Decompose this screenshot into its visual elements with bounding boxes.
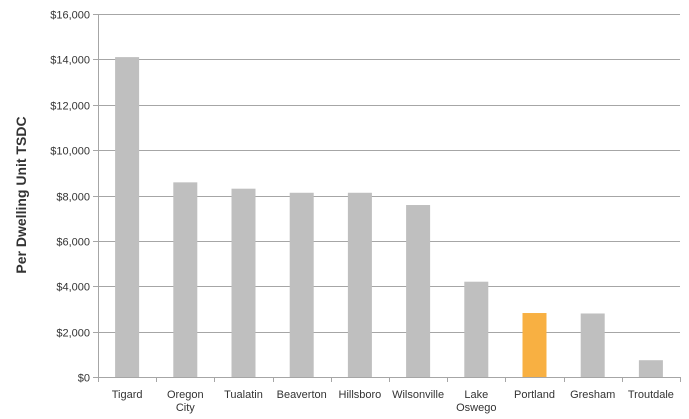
y-tick-label: $2,000 xyxy=(56,328,90,340)
bar-troutdale xyxy=(639,360,663,377)
bar-wilsonville xyxy=(406,205,430,377)
x-category-label: Wilsonville xyxy=(392,389,444,401)
y-tick-label: $6,000 xyxy=(56,237,90,249)
bar-portland xyxy=(523,313,547,377)
y-tick-label: $14,000 xyxy=(50,55,90,67)
y-tick-label: $12,000 xyxy=(50,101,90,113)
y-tick-label: $4,000 xyxy=(56,282,90,294)
x-category-label: Oregon City xyxy=(167,389,204,414)
x-category-label: Beaverton xyxy=(277,389,327,401)
x-category-label: Tigard xyxy=(112,389,143,401)
y-axis-tick-labels: $0 $2,000 $4,000 $6,000 $8,000 $10,000 $12,000… xyxy=(50,10,90,385)
x-category-label: Gresham xyxy=(570,389,615,401)
y-tick-label: $16,000 xyxy=(50,10,90,22)
bar-hillsboro xyxy=(348,193,372,377)
bar-oregon-city xyxy=(173,182,197,377)
x-category-label: Hillsboro xyxy=(339,389,382,401)
y-tick-label: $8,000 xyxy=(56,192,90,204)
bar-tualatin xyxy=(232,189,256,377)
y-tick-label: $10,000 xyxy=(50,146,90,158)
y-axis-title: Per Dwelling Unit TSDC xyxy=(13,116,29,273)
x-category-label: Lake Oswego xyxy=(456,389,496,414)
x-category-label: Troutdale xyxy=(628,389,674,401)
x-category-label: Portland xyxy=(514,389,555,401)
x-category-label: Tualatin xyxy=(224,389,263,401)
bar-tigard xyxy=(115,57,139,377)
bar-gresham xyxy=(581,313,605,377)
bar-beaverton xyxy=(290,193,314,377)
bar-lake-oswego xyxy=(464,282,488,377)
y-tick-label: $0 xyxy=(78,373,90,385)
x-axis-category-labels: Tigard Oregon City Tualatin Beaverton Hillsbo… xyxy=(112,389,674,414)
